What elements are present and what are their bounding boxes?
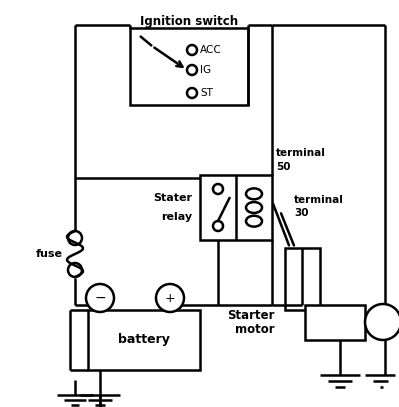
Text: terminal: terminal <box>294 195 344 205</box>
Text: relay: relay <box>161 212 192 222</box>
Text: −: − <box>94 291 106 305</box>
Text: Ignition switch: Ignition switch <box>140 15 238 28</box>
Text: ACC: ACC <box>200 45 222 55</box>
Text: battery: battery <box>118 333 170 346</box>
Ellipse shape <box>246 188 262 199</box>
Text: Stater: Stater <box>153 193 192 203</box>
Text: fuse: fuse <box>36 249 63 259</box>
Circle shape <box>68 263 82 277</box>
Text: ST: ST <box>200 88 213 98</box>
Text: Starter: Starter <box>227 309 275 322</box>
Circle shape <box>213 184 223 194</box>
Circle shape <box>365 304 399 340</box>
Text: terminal: terminal <box>276 148 326 158</box>
Bar <box>130 28 248 105</box>
Circle shape <box>213 221 223 231</box>
Ellipse shape <box>246 202 262 213</box>
Text: +: + <box>165 291 175 304</box>
Circle shape <box>187 65 197 75</box>
Text: 50: 50 <box>276 162 290 172</box>
Bar <box>200 175 272 240</box>
Circle shape <box>68 231 82 245</box>
Bar <box>285 248 320 310</box>
Text: 30: 30 <box>294 208 308 218</box>
Text: motor: motor <box>235 323 275 336</box>
Circle shape <box>187 45 197 55</box>
Bar <box>88 310 200 370</box>
Circle shape <box>156 284 184 312</box>
Ellipse shape <box>246 216 262 227</box>
Circle shape <box>86 284 114 312</box>
Circle shape <box>187 88 197 98</box>
Bar <box>305 305 365 340</box>
Text: IG: IG <box>200 65 211 75</box>
